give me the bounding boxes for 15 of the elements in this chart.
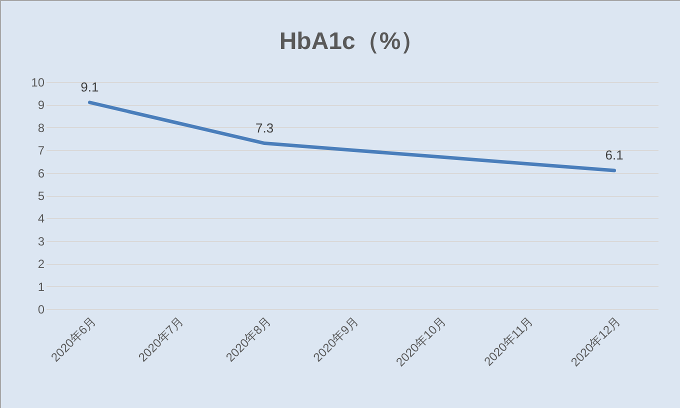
y-tick-label: 7: [38, 144, 45, 158]
y-tick-label: 4: [38, 212, 45, 226]
y-tick-label: 10: [31, 76, 45, 90]
chart-title: HbA1c（%）: [279, 28, 425, 55]
y-tick-label: 2: [38, 257, 45, 272]
y-tick-label: 1: [38, 280, 45, 294]
data-label: 7.3: [256, 120, 274, 136]
data-label: 9.1: [80, 79, 99, 94]
y-tick-label: 9: [38, 98, 45, 112]
y-tick-label: 6: [38, 166, 45, 180]
y-tick-label: 8: [38, 120, 45, 135]
y-tick-label: 3: [38, 234, 45, 248]
y-tick-label: 5: [38, 189, 45, 203]
data-label: 6.1: [605, 148, 624, 163]
y-tick-label: 0: [38, 302, 45, 316]
